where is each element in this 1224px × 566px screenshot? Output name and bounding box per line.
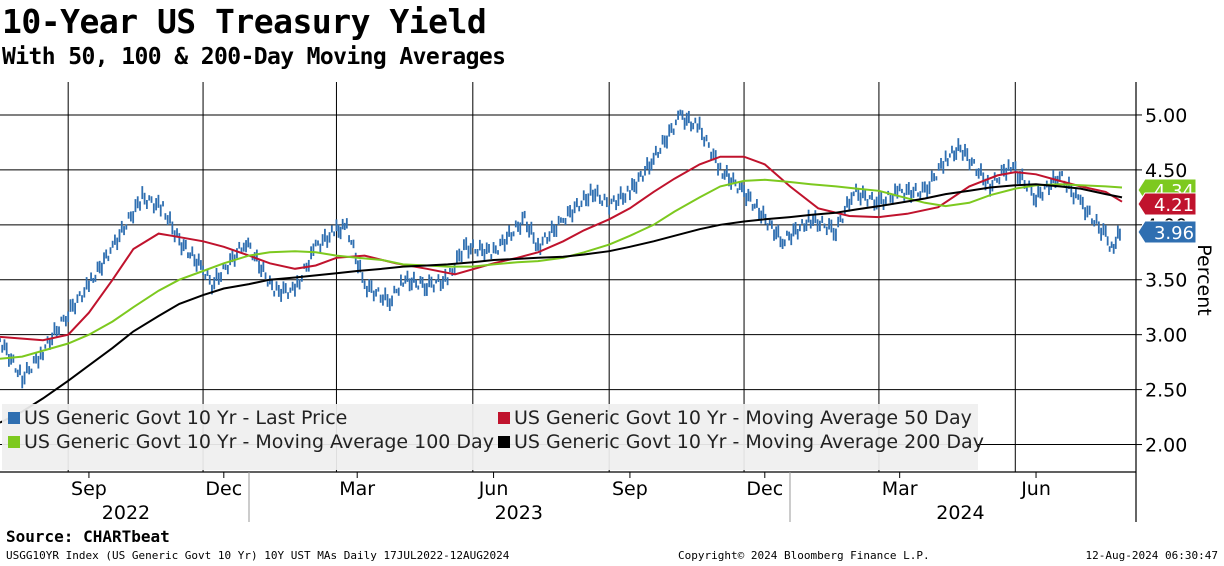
- x-tick-label: Dec: [746, 478, 783, 500]
- x-tick-label: Jun: [478, 478, 509, 500]
- footer-timestamp: 12-Aug-2024 06:30:47: [1085, 549, 1218, 562]
- plot-frame: [0, 82, 1137, 522]
- y-axis: 5.004.504.003.503.002.502.00: [1136, 105, 1187, 457]
- x-tick-label: Mar: [339, 478, 375, 500]
- footer-ticker-info: USGG10YR Index (US Generic Govt 10 Yr) 1…: [6, 549, 510, 562]
- last-value-label: 3.96: [1154, 223, 1194, 244]
- chart-title: 10-Year US Treasury Yield: [2, 2, 487, 41]
- x-tick-label: Jun: [1020, 478, 1051, 500]
- x-tick-label: Sep: [71, 478, 107, 500]
- y-tick-label: 3.00: [1145, 325, 1187, 347]
- source-note: Source: CHARTbeat: [6, 527, 170, 546]
- legend-entry: US Generic Govt 10 Yr - Last Price: [24, 407, 347, 429]
- legend-swatch: [498, 436, 510, 448]
- x-tick-label: Dec: [205, 478, 242, 500]
- legend-swatch: [8, 412, 20, 424]
- legend-entry: US Generic Govt 10 Yr - Moving Average 1…: [24, 431, 494, 453]
- last-value-tag: [1137, 220, 1197, 244]
- footer-copyright: Copyright© 2024 Bloomberg Finance L.P.: [678, 549, 930, 562]
- x-tick-label: Sep: [612, 478, 648, 500]
- legend-swatch: [8, 436, 20, 448]
- series-layer: [0, 109, 1123, 424]
- legend: US Generic Govt 10 Yr - Last Price US Gen…: [2, 404, 984, 470]
- legend-entry: US Generic Govt 10 Yr - Moving Average 5…: [514, 407, 972, 429]
- y-tick-label: 2.50: [1145, 380, 1187, 402]
- last-value-tag: [1137, 192, 1197, 216]
- y-axis-label: Percent: [1193, 244, 1215, 316]
- ma-line-3: [0, 183, 1123, 424]
- last-value-tags: 4.344.213.96: [1137, 178, 1197, 244]
- year-label: 2022: [102, 502, 150, 524]
- y-tick-label: 3.50: [1145, 270, 1187, 292]
- legend-entry: US Generic Govt 10 Yr - Moving Average 2…: [514, 431, 984, 453]
- x-axis: Sep Dec Mar Jun Sep Dec Mar Jun 2022 2023 2024: [71, 472, 1051, 524]
- y-tick-label: 2.00: [1145, 435, 1187, 457]
- y-tick-label: 4.50: [1145, 160, 1187, 182]
- ma-line-1: [0, 155, 1123, 342]
- chart-subtitle: With 50, 100 & 200-Day Moving Averages: [2, 44, 506, 70]
- year-label: 2024: [936, 502, 984, 524]
- last-value-label: 4.21: [1154, 195, 1194, 216]
- y-tick-label: 5.00: [1145, 105, 1187, 127]
- legend-swatch: [498, 412, 510, 424]
- year-label: 2023: [495, 502, 543, 524]
- legend-box: [2, 404, 978, 470]
- x-tick-label: Mar: [882, 478, 918, 500]
